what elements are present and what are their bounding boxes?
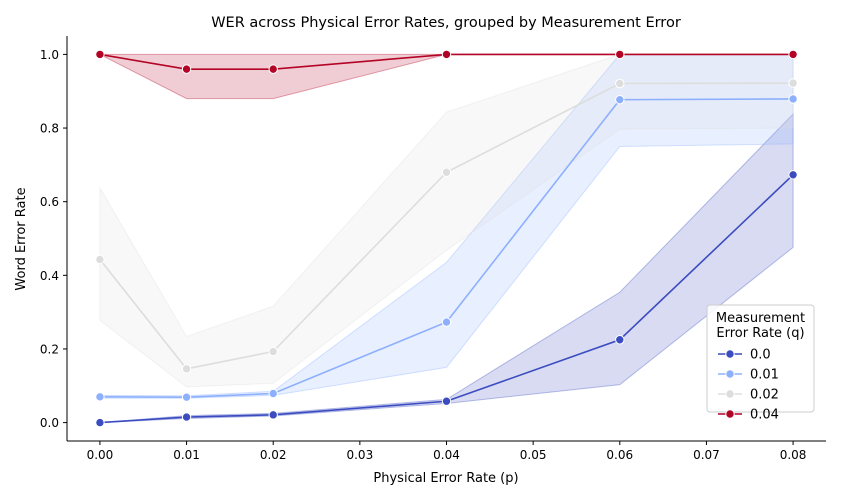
y-tick-label: 1.0 bbox=[40, 48, 59, 62]
x-axis-label: Physical Error Rate (p) bbox=[373, 471, 518, 486]
y-tick-label: 0.0 bbox=[40, 416, 59, 430]
data-point bbox=[615, 49, 625, 60]
series-lines bbox=[99, 53, 794, 424]
data-point bbox=[181, 364, 192, 374]
x-tick-label: 0.06 bbox=[606, 448, 633, 462]
legend-title-line-1: Measurement bbox=[716, 311, 805, 326]
legend-marker bbox=[725, 409, 735, 419]
data-point bbox=[441, 49, 452, 60]
series-line-0 bbox=[99, 174, 794, 424]
legend-marker bbox=[725, 389, 735, 399]
data-point bbox=[788, 170, 798, 180]
data-point bbox=[441, 396, 452, 406]
data-point bbox=[788, 78, 798, 88]
y-axis-label: Word Error Rate bbox=[14, 187, 29, 290]
x-tick-label: 0.01 bbox=[173, 448, 200, 462]
data-point bbox=[615, 78, 625, 89]
y-tick-label: 0.2 bbox=[40, 342, 59, 356]
data-point bbox=[615, 94, 625, 105]
y-tick-label: 0.8 bbox=[40, 122, 59, 136]
data-point bbox=[268, 346, 278, 357]
y-tick-label: 0.6 bbox=[40, 195, 59, 209]
data-point bbox=[181, 412, 192, 422]
legend-marker bbox=[725, 349, 735, 359]
legend-marker bbox=[725, 369, 735, 379]
legend-label: 0.01 bbox=[750, 368, 779, 383]
series-line-1 bbox=[99, 98, 794, 398]
data-point bbox=[268, 64, 278, 74]
confidence-band-0 bbox=[99, 112, 794, 424]
legend-label: 0.0 bbox=[750, 348, 771, 363]
x-tick-label: 0.05 bbox=[520, 448, 547, 462]
x-tick-label: 0.02 bbox=[260, 448, 287, 462]
legend-label: 0.04 bbox=[750, 408, 779, 423]
legend-items: 0.0 0.01 0.02 0.04 bbox=[718, 348, 779, 423]
data-point bbox=[441, 317, 452, 327]
data-point bbox=[181, 64, 192, 74]
y-ticks: 0.0 0.2 0.4 0.6 0.8 1.0 bbox=[40, 48, 67, 430]
legend-title-line-2: Error Rate (q) bbox=[716, 326, 804, 341]
x-tick-label: 0.07 bbox=[693, 448, 720, 462]
series-markers bbox=[95, 49, 798, 428]
confidence-band-2 bbox=[99, 53, 794, 388]
data-point bbox=[788, 94, 798, 104]
data-point bbox=[181, 392, 192, 402]
y-tick-label: 0.4 bbox=[40, 269, 59, 283]
x-ticks: 0.00 0.01 0.02 0.03 0.04 0.05 0.06 0.07 0.08 bbox=[87, 441, 807, 462]
legend-label: 0.02 bbox=[750, 388, 779, 403]
data-point bbox=[95, 254, 105, 265]
series-line-3 bbox=[99, 53, 794, 70]
data-point bbox=[268, 388, 278, 399]
data-point bbox=[95, 417, 105, 428]
legend: Measurement Error Rate (q) 0.00.010.020.… bbox=[706, 304, 815, 423]
data-point bbox=[615, 335, 625, 345]
legend-box bbox=[706, 304, 815, 413]
chart-title: WER across Physical Error Rates, grouped… bbox=[211, 15, 681, 31]
data-point bbox=[268, 410, 278, 420]
x-tick-label: 0.08 bbox=[780, 448, 807, 462]
x-tick-label: 0.03 bbox=[346, 448, 373, 462]
data-point bbox=[95, 392, 105, 402]
confidence-bands bbox=[99, 53, 794, 424]
x-tick-label: 0.04 bbox=[433, 448, 460, 462]
x-tick-label: 0.00 bbox=[87, 448, 114, 462]
data-point bbox=[788, 49, 798, 60]
data-point bbox=[95, 49, 105, 60]
series-line-2 bbox=[99, 82, 794, 370]
data-point bbox=[441, 167, 452, 177]
